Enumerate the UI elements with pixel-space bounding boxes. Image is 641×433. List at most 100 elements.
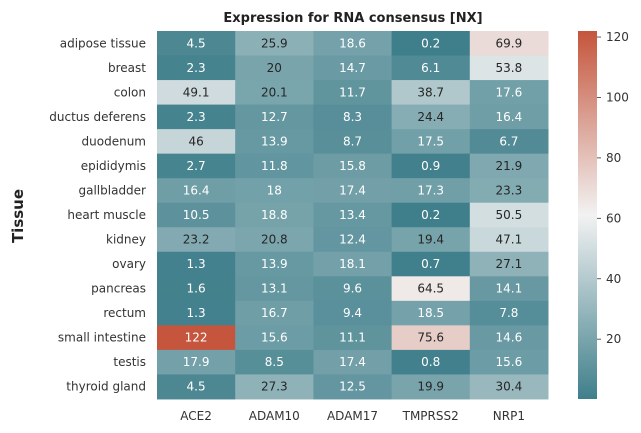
colorbar-tick-label: 60 bbox=[606, 211, 621, 225]
cell-value-label: 13.4 bbox=[339, 208, 366, 222]
cell-value-label: 4.5 bbox=[187, 380, 206, 394]
heatmap-cell bbox=[235, 80, 314, 106]
heatmap-cell bbox=[157, 227, 236, 253]
cell-value-label: 6.7 bbox=[499, 134, 518, 148]
cell-value-label: 17.4 bbox=[339, 183, 366, 197]
row-tick-label: small intestine bbox=[58, 331, 146, 345]
heatmap-cell bbox=[469, 80, 549, 106]
heatmap-cell bbox=[157, 55, 236, 81]
cell-value-label: 13.1 bbox=[261, 282, 288, 296]
heatmap-cell bbox=[157, 153, 236, 179]
cell-value-label: 16.4 bbox=[496, 110, 523, 124]
heatmap-cell bbox=[391, 227, 471, 253]
row-tick-label: breast bbox=[108, 61, 146, 75]
colorbar-tick-label: 120 bbox=[606, 30, 629, 44]
cell-value-label: 18 bbox=[267, 183, 282, 197]
cell-value-label: 15.8 bbox=[339, 159, 366, 173]
cell-value-label: 18.8 bbox=[261, 208, 288, 222]
heatmap-cell bbox=[391, 153, 471, 179]
cell-value-label: 53.8 bbox=[496, 61, 523, 75]
cell-value-label: 25.9 bbox=[261, 36, 288, 50]
cell-value-label: 8.7 bbox=[343, 134, 362, 148]
cell-value-label: 1.3 bbox=[187, 306, 206, 320]
heatmap-cell bbox=[391, 178, 471, 204]
heatmap-cell bbox=[391, 325, 471, 351]
column-labels: ACE2 ADAM10 ADAM17 TMPRSS2 NRP1 bbox=[180, 409, 525, 423]
cell-value-label: 50.5 bbox=[496, 208, 523, 222]
row-tick-label: kidney bbox=[106, 233, 146, 247]
heatmap-cell bbox=[157, 202, 236, 228]
cell-value-label: 17.5 bbox=[417, 134, 444, 148]
heatmap-cell bbox=[469, 31, 549, 57]
cell-value-label: 24.4 bbox=[417, 110, 444, 124]
cell-value-label: 8.5 bbox=[265, 355, 284, 369]
cell-value-label: 20 bbox=[267, 61, 282, 75]
cell-value-label: 2.3 bbox=[187, 61, 206, 75]
heatmap-cell bbox=[391, 300, 471, 326]
cell-value-label: 19.4 bbox=[417, 233, 444, 247]
heatmap-cell bbox=[157, 31, 236, 57]
cell-value-label: 16.4 bbox=[183, 183, 210, 197]
cell-value-label: 18.5 bbox=[417, 306, 444, 320]
heatmap-cell bbox=[313, 325, 393, 351]
colorbar-tick-label: 100 bbox=[606, 90, 629, 104]
row-tick-label: rectum bbox=[103, 306, 146, 320]
cell-value-label: 20.1 bbox=[261, 85, 288, 99]
cell-value-label: 14.6 bbox=[496, 331, 523, 345]
heatmap-cell bbox=[313, 178, 393, 204]
heatmap-cell bbox=[235, 55, 314, 81]
cell-value-label: 17.6 bbox=[496, 85, 523, 99]
heatmap-cell bbox=[313, 80, 393, 106]
heatmap-cell bbox=[469, 325, 549, 351]
heatmap-cell bbox=[391, 374, 471, 400]
cell-value-label: 10.5 bbox=[183, 208, 210, 222]
heatmap-cell bbox=[313, 300, 393, 326]
cell-value-label: 11.8 bbox=[261, 159, 288, 173]
colorbar-ticks: 20 40 60 80 100 120 bbox=[597, 30, 629, 346]
cell-value-label: 18.6 bbox=[339, 36, 366, 50]
heatmap-cell bbox=[391, 104, 471, 130]
cell-value-label: 1.3 bbox=[187, 257, 206, 271]
cell-value-label: 2.3 bbox=[187, 110, 206, 124]
cell-value-label: 64.5 bbox=[417, 282, 444, 296]
heatmap-cell bbox=[157, 178, 236, 204]
heatmap-cell bbox=[157, 349, 236, 375]
cell-value-label: 8.3 bbox=[343, 110, 362, 124]
y-axis-label: Tissue bbox=[9, 189, 27, 243]
heatmap-cell bbox=[157, 129, 236, 155]
heatmap-cell bbox=[469, 276, 549, 302]
row-tick-label: ductus deferens bbox=[49, 110, 146, 124]
cell-value-label: 23.2 bbox=[183, 233, 210, 247]
colorbar-tick-label: 40 bbox=[606, 272, 621, 286]
heatmap-cell bbox=[469, 153, 549, 179]
heatmap-cell bbox=[235, 349, 314, 375]
heatmap-cell bbox=[469, 251, 549, 277]
heatmap-cell bbox=[235, 129, 314, 155]
heatmap-cell bbox=[391, 80, 471, 106]
heatmap-cell bbox=[235, 178, 314, 204]
cell-value-label: 12.4 bbox=[339, 233, 366, 247]
row-tick-label: adipose tissue bbox=[60, 36, 146, 50]
heatmap-cell bbox=[391, 129, 471, 155]
row-tick-label: ovary bbox=[112, 257, 146, 271]
row-tick-label: thyroid gland bbox=[66, 380, 146, 394]
heatmap-cell bbox=[313, 104, 393, 130]
heatmap-cell bbox=[235, 153, 314, 179]
heatmap-cell bbox=[313, 55, 393, 81]
heatmap-cell bbox=[235, 31, 314, 57]
row-tick-label: gallbladder bbox=[79, 183, 147, 197]
cell-value-label: 0.9 bbox=[421, 159, 440, 173]
cell-value-label: 0.8 bbox=[421, 355, 440, 369]
cell-value-label: 17.3 bbox=[417, 183, 444, 197]
heatmap-cell bbox=[391, 31, 471, 57]
heatmap-cell bbox=[313, 31, 393, 57]
heatmap-cell bbox=[469, 129, 549, 155]
heatmap-cell bbox=[157, 80, 236, 106]
heatmap-cell bbox=[469, 349, 549, 375]
heatmap-cell bbox=[391, 349, 471, 375]
row-tick-label: testis bbox=[113, 355, 146, 369]
cell-value-label: 12.5 bbox=[339, 380, 366, 394]
heatmap-cell bbox=[157, 104, 236, 130]
column-tick-label: ADAM10 bbox=[249, 409, 300, 423]
heatmap-cell bbox=[469, 202, 549, 228]
